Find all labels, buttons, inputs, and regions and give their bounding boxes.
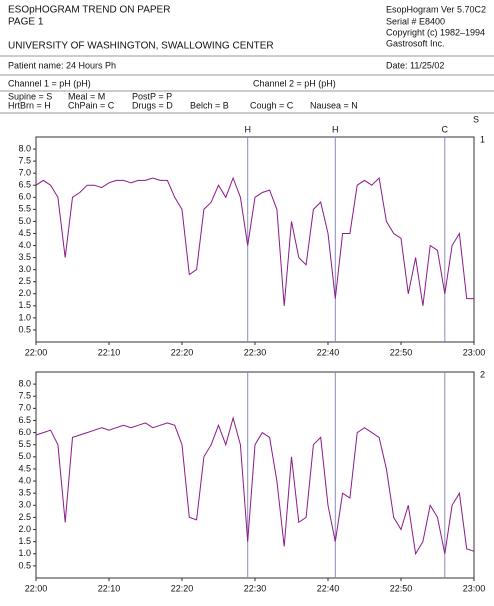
y-tick-label: 5.5 (18, 439, 31, 449)
event-label: H (332, 124, 339, 134)
x-tick-label: 22:50 (390, 347, 413, 357)
legend-item: HrtBrn = H (8, 100, 51, 110)
institution: UNIVERSITY OF WASHINGTON, SWALLOWING CEN… (8, 41, 274, 52)
y-tick-label: 5.5 (18, 204, 31, 214)
y-tick-label: 0.5 (18, 324, 31, 334)
y-tick-label: 6.5 (18, 180, 31, 190)
y-tick-label: 4.0 (18, 240, 31, 250)
y-tick-label: 4.5 (18, 463, 31, 473)
legend-item: Nausea = N (310, 100, 358, 110)
y-tick-label: 7.0 (18, 168, 31, 178)
y-tick-label: 6.5 (18, 415, 31, 425)
x-tick-label: 22:20 (171, 583, 194, 593)
y-tick-label: 1.0 (18, 312, 31, 322)
page-number: PAGE 1 (8, 17, 44, 28)
ph-trace (35, 416, 475, 556)
y-tick-label: 2.5 (18, 276, 31, 286)
x-tick-label: 22:30 (244, 347, 267, 357)
version: EsopHogram Ver 5.70C2 (386, 4, 486, 14)
legend-item: ChPain = C (68, 100, 115, 110)
channel-number: 1 (480, 134, 485, 144)
y-tick-label: 2.5 (18, 512, 31, 522)
y-tick-label: 4.5 (18, 228, 31, 238)
patient-name: Patient name: 24 Hours Ph (8, 60, 116, 70)
y-tick-label: 5.0 (18, 216, 31, 226)
x-tick-label: 22:10 (98, 583, 121, 593)
y-tick-label: 3.5 (18, 488, 31, 498)
y-tick-label: 6.0 (18, 192, 31, 202)
event-label: C (442, 124, 449, 134)
x-tick-label: 22:40 (317, 583, 340, 593)
x-tick-label: 22:50 (390, 583, 413, 593)
channel-number: 2 (480, 369, 485, 379)
channel-label: Channel 1 = pH (pH) (8, 78, 91, 88)
x-tick-label: 22:00 (25, 347, 48, 357)
x-tick-label: 22:40 (317, 347, 340, 357)
x-tick-label: 22:30 (244, 583, 267, 593)
y-tick-label: 7.5 (18, 155, 31, 165)
legend-item: Cough = C (250, 100, 294, 110)
y-tick-label: 2.0 (18, 288, 31, 298)
y-tick-label: 4.0 (18, 475, 31, 485)
y-tick-label: 5.0 (18, 451, 31, 461)
y-tick-label: 3.0 (18, 500, 31, 510)
y-tick-label: 1.5 (18, 536, 31, 546)
legend-item: Belch = B (190, 100, 229, 110)
date: Date: 11/25/02 (386, 60, 444, 70)
y-tick-label: 3.5 (18, 252, 31, 262)
legend-item: Supine = S (8, 91, 52, 101)
y-tick-label: 8.0 (18, 378, 31, 388)
y-tick-label: 1.5 (18, 300, 31, 310)
x-tick-label: 23:00 (463, 347, 486, 357)
y-tick-label: 0.5 (18, 560, 31, 570)
serial: Serial # E8400 (386, 16, 445, 26)
report-title: ESOpHOGRAM TREND ON PAPER (8, 5, 170, 16)
legend-item: Drugs = D (132, 100, 173, 110)
copyright: Copyright (c) 1982–1994 (386, 27, 485, 37)
position-marker: S (473, 114, 479, 124)
x-tick-label: 22:00 (25, 583, 48, 593)
y-tick-label: 3.0 (18, 264, 31, 274)
company: Gastrosoft Inc. (386, 38, 445, 48)
x-tick-label: 23:00 (463, 583, 486, 593)
x-tick-label: 22:20 (171, 347, 194, 357)
y-tick-label: 8.0 (18, 143, 31, 153)
y-tick-label: 2.0 (18, 524, 31, 534)
event-label: H (244, 124, 251, 134)
y-tick-label: 6.0 (18, 427, 31, 437)
y-tick-label: 7.5 (18, 391, 31, 401)
legend-item: PostP = P (132, 91, 172, 101)
y-tick-label: 1.0 (18, 548, 31, 558)
y-tick-label: 7.0 (18, 403, 31, 413)
legend-item: Meal = M (68, 91, 105, 101)
ph-trace (35, 176, 474, 306)
channel-label: Channel 2 = pH (pH) (253, 78, 336, 88)
x-tick-label: 22:10 (98, 347, 121, 357)
